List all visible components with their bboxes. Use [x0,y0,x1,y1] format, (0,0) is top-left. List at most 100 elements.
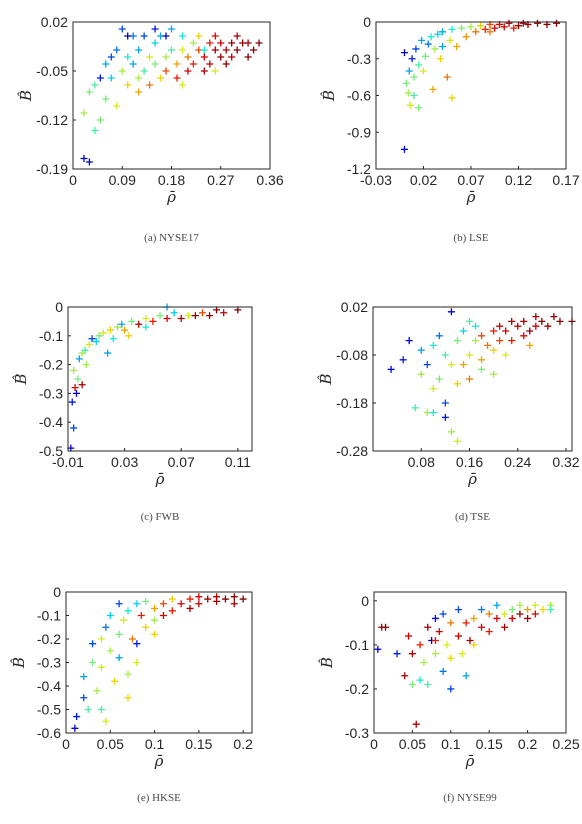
x-tick-label: 0.15 [185,736,212,752]
data-point [478,365,486,373]
y-tick-label: -0.3 [39,385,63,401]
data-point [106,647,114,655]
data-point [97,663,105,671]
data-point [200,67,208,75]
data-point [538,317,546,325]
data-point [173,60,181,68]
data-point [106,612,114,619]
data-point [462,672,470,680]
data-point [435,375,443,383]
data-point [233,32,241,40]
x-tick-label: 0 [62,736,70,752]
data-point [137,612,145,619]
x-tick-label: 0.1 [145,736,165,752]
data-point [163,315,171,323]
data-point [446,36,454,44]
data-point [135,46,143,54]
data-point [516,601,524,609]
data-point [524,606,532,614]
data-point [72,389,80,397]
data-point [534,19,541,27]
data-point [431,614,439,622]
data-point [493,601,501,609]
data-point [82,361,90,369]
data-point [124,81,132,89]
data-point [213,593,221,601]
y-tick-label: -0.6 [37,725,61,741]
data-point [142,597,150,605]
y-tick-label: -0.12 [36,112,68,128]
data-point [486,28,494,36]
data-point [74,375,82,383]
data-point [177,315,185,323]
y-tick-label: -0.28 [336,443,368,459]
data-point [405,337,413,345]
data-point [516,610,524,618]
data-point [80,694,88,702]
data-point [89,659,97,666]
data-point [477,22,484,30]
data-point [434,30,442,38]
data-point [221,595,229,603]
data-point [427,33,435,41]
x-tick-label: 0.11 [225,454,251,470]
data-point [113,102,121,110]
data-point [124,694,132,702]
data-point [151,630,159,638]
data-point [382,623,390,631]
data-point [531,610,539,618]
panel-3: -0.01 0.03 0.07 0.11 0 -0.1 -0.2 -0.3 -0.4 -0.5 ρ̄… [12,299,253,523]
y-tick-label: -0.4 [37,678,61,694]
data-point [149,317,157,325]
data-point [200,53,208,61]
data-point [508,606,516,614]
data-point [173,74,181,82]
x-tick-label: 0.1 [441,736,461,752]
points-group [80,25,263,166]
data-point [157,74,165,82]
data-point [520,332,528,340]
data-point [85,88,93,96]
data-point [544,322,552,330]
data-point [204,595,212,603]
data-point [115,600,123,608]
data-point [93,687,101,695]
data-point [439,28,446,36]
data-point [222,46,230,54]
data-point [91,127,99,134]
data-point [453,337,461,345]
points-group [387,308,576,445]
data-point [96,116,104,124]
data-point [553,19,560,27]
data-point [133,640,141,648]
x-tick-label: -0.01 [52,454,84,470]
data-point [435,332,443,340]
data-point [170,309,178,317]
data-point [200,46,208,54]
data-point [95,332,103,340]
data-point [96,74,104,82]
x-tick-label: 0.18 [158,172,185,188]
panel-4: 0.08 0.16 0.24 0.32 0.02 -0.08 -0.18 -0.28 ρ̄ B̂ (… [317,299,580,523]
data-point [410,92,418,99]
data-point [135,320,143,328]
data-point [142,623,150,631]
x-axis-label: ρ̄ [467,470,477,488]
data-point [107,53,115,61]
data-point [228,39,236,47]
data-point [118,320,126,328]
panel-caption: (d) TSE [455,511,490,523]
y-tick-label: -0.1 [39,328,63,344]
data-point [71,384,79,392]
data-point [459,361,467,369]
y-axis-label: B̂ [10,657,28,669]
data-point [510,24,518,32]
data-point [124,53,132,61]
data-point [459,327,467,335]
data-point [146,81,154,89]
data-point [462,33,470,41]
y-tick-label: -0.2 [37,631,61,647]
data-point [437,55,445,63]
data-point [478,332,486,340]
data-point [118,25,126,33]
